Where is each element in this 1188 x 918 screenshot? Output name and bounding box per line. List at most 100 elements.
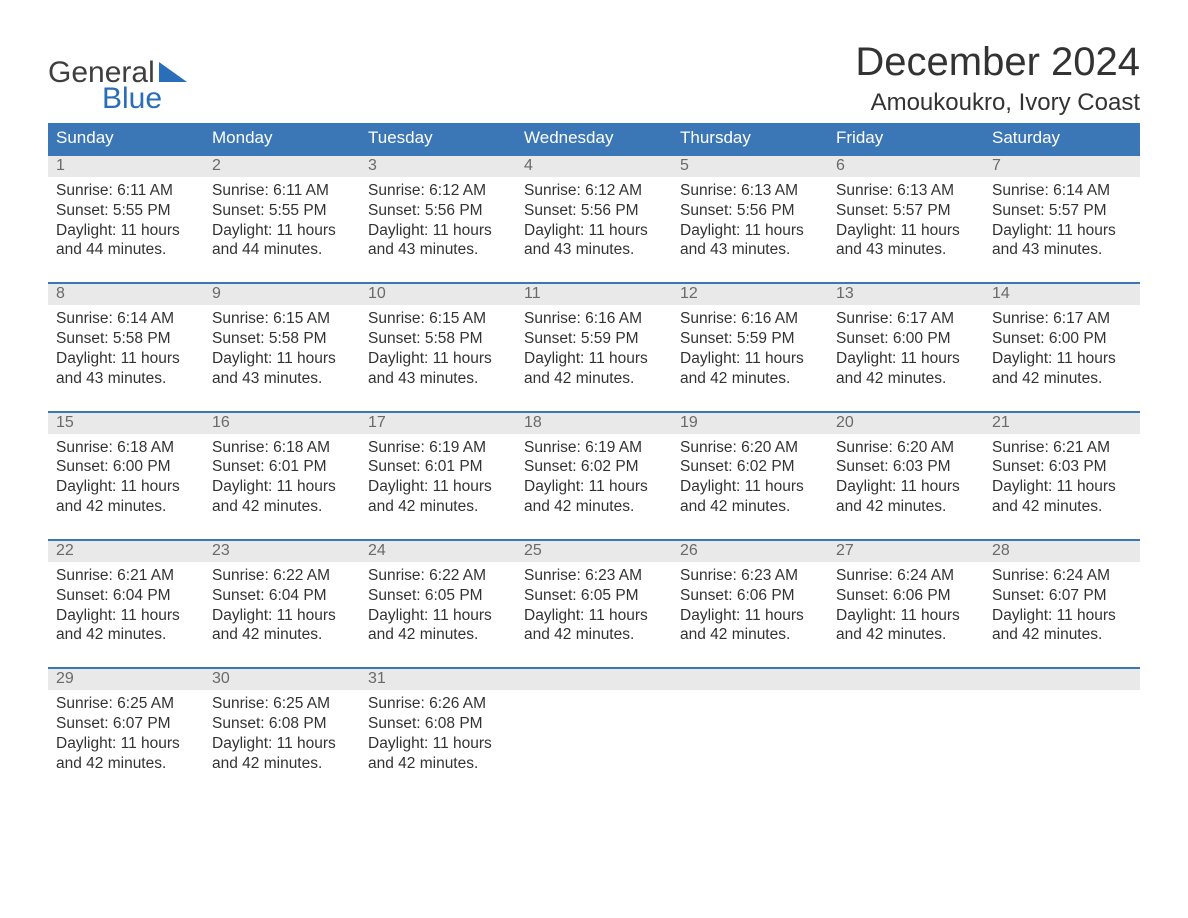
daylight-line-2: and 42 minutes.	[368, 497, 508, 517]
daylight-line-2: and 42 minutes.	[836, 625, 976, 645]
day-number	[828, 669, 984, 690]
sunrise-line: Sunrise: 6:19 AM	[368, 438, 508, 458]
sunrise-line: Sunrise: 6:17 AM	[836, 309, 976, 329]
day-cell: 28Sunrise: 6:24 AMSunset: 6:07 PMDayligh…	[984, 541, 1140, 649]
daylight-line-1: Daylight: 11 hours	[212, 606, 352, 626]
day-cell: 1Sunrise: 6:11 AMSunset: 5:55 PMDaylight…	[48, 156, 204, 264]
day-body: Sunrise: 6:21 AMSunset: 6:03 PMDaylight:…	[984, 434, 1140, 521]
daylight-line-2: and 43 minutes.	[212, 369, 352, 389]
sunset-line: Sunset: 6:06 PM	[836, 586, 976, 606]
daylight-line-2: and 42 minutes.	[680, 625, 820, 645]
sunset-line: Sunset: 5:57 PM	[836, 201, 976, 221]
day-number	[672, 669, 828, 690]
day-number: 29	[48, 669, 204, 690]
day-number: 14	[984, 284, 1140, 305]
daylight-line-1: Daylight: 11 hours	[680, 349, 820, 369]
sunset-line: Sunset: 6:08 PM	[212, 714, 352, 734]
sunrise-line: Sunrise: 6:23 AM	[680, 566, 820, 586]
sunrise-line: Sunrise: 6:12 AM	[524, 181, 664, 201]
sunrise-line: Sunrise: 6:26 AM	[368, 694, 508, 714]
sunset-line: Sunset: 5:58 PM	[56, 329, 196, 349]
day-number: 27	[828, 541, 984, 562]
daylight-line-2: and 43 minutes.	[524, 240, 664, 260]
day-cell: 29Sunrise: 6:25 AMSunset: 6:07 PMDayligh…	[48, 669, 204, 777]
daylight-line-2: and 42 minutes.	[836, 369, 976, 389]
sunrise-line: Sunrise: 6:24 AM	[992, 566, 1132, 586]
sunset-line: Sunset: 5:56 PM	[680, 201, 820, 221]
day-body: Sunrise: 6:15 AMSunset: 5:58 PMDaylight:…	[360, 305, 516, 392]
daylight-line-2: and 42 minutes.	[368, 625, 508, 645]
week-row: 8Sunrise: 6:14 AMSunset: 5:58 PMDaylight…	[48, 282, 1140, 392]
daylight-line-2: and 42 minutes.	[524, 625, 664, 645]
brand-word2: Blue	[48, 84, 187, 114]
dow-label: Friday	[828, 123, 984, 154]
day-body: Sunrise: 6:12 AMSunset: 5:56 PMDaylight:…	[360, 177, 516, 264]
day-number: 1	[48, 156, 204, 177]
sunrise-line: Sunrise: 6:17 AM	[992, 309, 1132, 329]
week-row: 22Sunrise: 6:21 AMSunset: 6:04 PMDayligh…	[48, 539, 1140, 649]
dow-label: Wednesday	[516, 123, 672, 154]
sunrise-line: Sunrise: 6:14 AM	[56, 309, 196, 329]
daylight-line-1: Daylight: 11 hours	[56, 349, 196, 369]
daylight-line-1: Daylight: 11 hours	[56, 221, 196, 241]
sunset-line: Sunset: 6:04 PM	[56, 586, 196, 606]
day-body: Sunrise: 6:14 AMSunset: 5:58 PMDaylight:…	[48, 305, 204, 392]
dow-label: Saturday	[984, 123, 1140, 154]
sunset-line: Sunset: 6:01 PM	[212, 457, 352, 477]
day-cell: 26Sunrise: 6:23 AMSunset: 6:06 PMDayligh…	[672, 541, 828, 649]
daylight-line-2: and 43 minutes.	[56, 369, 196, 389]
sunrise-line: Sunrise: 6:21 AM	[56, 566, 196, 586]
daylight-line-2: and 43 minutes.	[992, 240, 1132, 260]
day-number: 5	[672, 156, 828, 177]
daylight-line-1: Daylight: 11 hours	[56, 734, 196, 754]
day-cell: 13Sunrise: 6:17 AMSunset: 6:00 PMDayligh…	[828, 284, 984, 392]
day-cell: 9Sunrise: 6:15 AMSunset: 5:58 PMDaylight…	[204, 284, 360, 392]
day-body: Sunrise: 6:12 AMSunset: 5:56 PMDaylight:…	[516, 177, 672, 264]
day-cell: 7Sunrise: 6:14 AMSunset: 5:57 PMDaylight…	[984, 156, 1140, 264]
day-cell: 3Sunrise: 6:12 AMSunset: 5:56 PMDaylight…	[360, 156, 516, 264]
daylight-line-1: Daylight: 11 hours	[524, 349, 664, 369]
sunset-line: Sunset: 5:59 PM	[680, 329, 820, 349]
daylight-line-1: Daylight: 11 hours	[680, 477, 820, 497]
sunrise-line: Sunrise: 6:12 AM	[368, 181, 508, 201]
day-body: Sunrise: 6:22 AMSunset: 6:04 PMDaylight:…	[204, 562, 360, 649]
day-cell: 25Sunrise: 6:23 AMSunset: 6:05 PMDayligh…	[516, 541, 672, 649]
dow-label: Tuesday	[360, 123, 516, 154]
sunrise-line: Sunrise: 6:21 AM	[992, 438, 1132, 458]
day-body: Sunrise: 6:17 AMSunset: 6:00 PMDaylight:…	[828, 305, 984, 392]
daylight-line-2: and 42 minutes.	[56, 754, 196, 774]
day-cell: 6Sunrise: 6:13 AMSunset: 5:57 PMDaylight…	[828, 156, 984, 264]
daylight-line-1: Daylight: 11 hours	[212, 477, 352, 497]
sunset-line: Sunset: 6:05 PM	[524, 586, 664, 606]
day-cell: 31Sunrise: 6:26 AMSunset: 6:08 PMDayligh…	[360, 669, 516, 777]
day-number: 13	[828, 284, 984, 305]
day-cell: 10Sunrise: 6:15 AMSunset: 5:58 PMDayligh…	[360, 284, 516, 392]
daylight-line-2: and 42 minutes.	[212, 625, 352, 645]
day-body: Sunrise: 6:23 AMSunset: 6:06 PMDaylight:…	[672, 562, 828, 649]
daylight-line-2: and 42 minutes.	[992, 369, 1132, 389]
day-cell: 30Sunrise: 6:25 AMSunset: 6:08 PMDayligh…	[204, 669, 360, 777]
day-number: 24	[360, 541, 516, 562]
sunset-line: Sunset: 6:02 PM	[524, 457, 664, 477]
day-body: Sunrise: 6:21 AMSunset: 6:04 PMDaylight:…	[48, 562, 204, 649]
sunset-line: Sunset: 6:00 PM	[56, 457, 196, 477]
dow-label: Monday	[204, 123, 360, 154]
day-cell: 18Sunrise: 6:19 AMSunset: 6:02 PMDayligh…	[516, 413, 672, 521]
sunrise-line: Sunrise: 6:15 AM	[212, 309, 352, 329]
sunrise-line: Sunrise: 6:11 AM	[212, 181, 352, 201]
sunrise-line: Sunrise: 6:20 AM	[836, 438, 976, 458]
daylight-line-1: Daylight: 11 hours	[56, 606, 196, 626]
daylight-line-2: and 42 minutes.	[212, 497, 352, 517]
sunrise-line: Sunrise: 6:25 AM	[212, 694, 352, 714]
day-body: Sunrise: 6:16 AMSunset: 5:59 PMDaylight:…	[516, 305, 672, 392]
dow-label: Thursday	[672, 123, 828, 154]
daylight-line-1: Daylight: 11 hours	[368, 349, 508, 369]
sunset-line: Sunset: 5:58 PM	[368, 329, 508, 349]
daylight-line-1: Daylight: 11 hours	[368, 477, 508, 497]
daylight-line-2: and 42 minutes.	[368, 754, 508, 774]
daylight-line-1: Daylight: 11 hours	[56, 477, 196, 497]
day-body: Sunrise: 6:18 AMSunset: 6:00 PMDaylight:…	[48, 434, 204, 521]
day-number: 22	[48, 541, 204, 562]
sunrise-line: Sunrise: 6:18 AM	[56, 438, 196, 458]
sunset-line: Sunset: 5:55 PM	[212, 201, 352, 221]
